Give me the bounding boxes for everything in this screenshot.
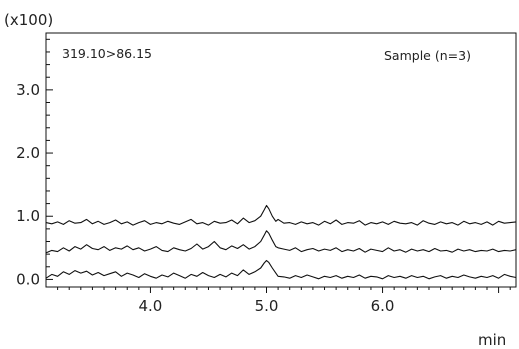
sample-label: Sample (n=3) <box>384 48 471 63</box>
y-tick-label: 0.0 <box>16 270 40 288</box>
transition-label: 319.10>86.15 <box>62 46 152 61</box>
trace-line-2 <box>45 230 517 254</box>
y-axis-ticks: 0.0 1.0 2.0 3.0 <box>16 38 53 288</box>
x-tick-label: 5.0 <box>255 297 279 315</box>
y-multiplier-label: (x100) <box>4 11 53 29</box>
chromatogram-traces <box>45 204 517 280</box>
x-axis-ticks: 4.0 5.0 6.0 <box>57 287 511 315</box>
y-tick-label: 2.0 <box>16 144 40 162</box>
y-tick-label: 3.0 <box>16 81 40 99</box>
trace-line-1 <box>45 204 517 226</box>
plot-frame <box>45 32 517 288</box>
x-tick-label: 4.0 <box>139 297 163 315</box>
x-tick-label: 6.0 <box>371 297 395 315</box>
trace-line-3 <box>45 259 517 280</box>
x-axis-label: min <box>478 331 506 349</box>
y-tick-label: 1.0 <box>16 207 40 225</box>
